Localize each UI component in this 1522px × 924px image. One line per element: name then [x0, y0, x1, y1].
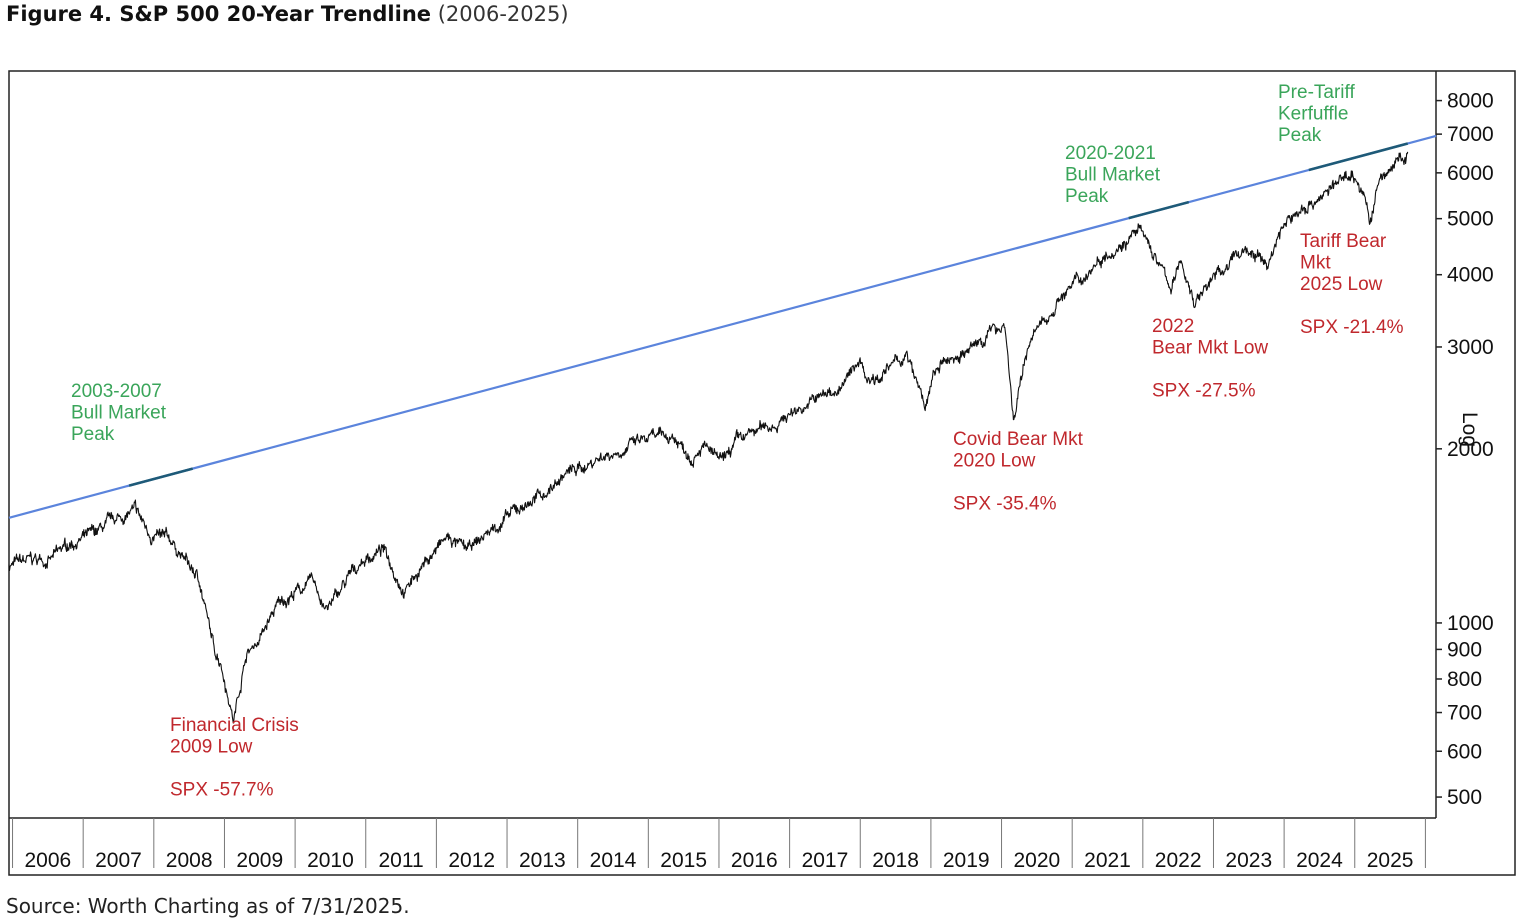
sp500-price-line — [8, 151, 1409, 724]
annotation-line — [1300, 296, 1305, 317]
bull-peak-annotation: Pre-Tariff Kerfuffle Peak — [1278, 82, 1355, 146]
annotation-line: SPX -21.4% — [1300, 317, 1404, 338]
y-tick-label: 6000 — [1447, 162, 1494, 185]
chart-frame — [8, 70, 1516, 876]
bear-low-annotation: Covid Bear Mkt 2020 Low SPX -35.4% — [953, 429, 1084, 515]
log-scale-watermark: Log — [1458, 412, 1481, 447]
x-year-label: 2010 — [307, 849, 354, 872]
bear-low-annotation: 2022 Bear Mkt Low SPX -27.5% — [1152, 316, 1268, 402]
x-year-label: 2012 — [448, 849, 495, 872]
price-layer — [8, 151, 1409, 724]
y-tick-label: 600 — [1447, 740, 1482, 763]
annotation-line: Covid Bear Mkt — [953, 429, 1084, 450]
annotation-line: SPX -27.5% — [1152, 381, 1256, 402]
y-tick-label: 1000 — [1447, 612, 1494, 635]
annotation-line: Financial Crisis — [170, 715, 299, 736]
x-year-label: 2019 — [943, 849, 990, 872]
x-year-label: 2015 — [660, 849, 707, 872]
y-tick-label: 2000 — [1447, 438, 1494, 461]
x-year-label: 2025 — [1367, 849, 1414, 872]
annotation-line: Kerfuffle — [1278, 104, 1348, 125]
trendline-touch — [1308, 142, 1409, 172]
x-year-label: 2023 — [1225, 849, 1272, 872]
y-tick-label: 8000 — [1447, 90, 1494, 113]
figure-title-bold: Figure 4. S&P 500 20-Year Trendline — [6, 2, 432, 26]
bear-low-annotation: Tariff Bear Mkt 2025 Low SPX -21.4% — [1300, 231, 1404, 338]
trendline — [8, 134, 1437, 519]
y-axis: 500 600 700 800 900 1000 2000 3000 4000 5000 6000 7… — [1435, 71, 1494, 818]
annotation-line — [170, 758, 175, 779]
annotation-line: 2020 Low — [953, 451, 1036, 472]
y-tick-label: 700 — [1447, 702, 1482, 725]
annotation-line: Bull Market — [1065, 165, 1161, 186]
source-note: Source: Worth Charting as of 7/31/2025. — [6, 894, 410, 918]
trendline-layer — [8, 134, 1437, 519]
annotation-line: 2003-2007 — [71, 381, 162, 402]
bull-peak-annotation: 2020-2021 Bull Market Peak — [1065, 143, 1161, 207]
annotation-line: Pre-Tariff — [1278, 82, 1355, 103]
y-tick-label: 800 — [1447, 668, 1482, 691]
x-year-label: 2014 — [590, 849, 637, 872]
annotation-line: 2022 — [1152, 316, 1194, 337]
trendline-touch — [128, 467, 194, 487]
x-year-label: 2006 — [24, 849, 71, 872]
x-year-label: 2013 — [519, 849, 566, 872]
x-year-label: 2021 — [1084, 849, 1131, 872]
annotation-line: SPX -35.4% — [953, 494, 1057, 515]
x-year-label: 2018 — [872, 849, 919, 872]
figure-title: Figure 4. S&P 500 20-Year Trendline (200… — [6, 2, 569, 26]
y-tick-label: 900 — [1447, 638, 1482, 661]
x-axis: 2006 2007 2008 2009 2010 2011 2012 2013 2014 2015… — [9, 817, 1436, 872]
x-year-label: 2017 — [802, 849, 849, 872]
annotation-line — [1152, 359, 1157, 380]
annotation-line: Peak — [1278, 125, 1322, 146]
y-tick-label: 500 — [1447, 786, 1482, 809]
x-year-label: 2016 — [731, 849, 778, 872]
x-year-label: 2024 — [1296, 849, 1343, 872]
trendline-touch — [1128, 200, 1190, 220]
annotation-line: Mkt — [1300, 253, 1331, 274]
x-year-label: 2022 — [1155, 849, 1202, 872]
x-year-label: 2007 — [95, 849, 142, 872]
annotation-line: Bull Market — [71, 403, 167, 424]
annotation-line — [953, 472, 958, 493]
bear-low-annotation: Financial Crisis 2009 Low SPX -57.7% — [170, 715, 299, 801]
annotation-line: Bear Mkt Low — [1152, 338, 1268, 359]
y-tick-label: 5000 — [1447, 208, 1494, 231]
x-year-label: 2011 — [378, 849, 423, 872]
y-tick-label: 4000 — [1447, 264, 1494, 287]
annotation-line: Peak — [1065, 186, 1109, 207]
annotation-line: 2025 Low — [1300, 274, 1383, 295]
x-year-label: 2008 — [166, 849, 213, 872]
annotation-line: Peak — [71, 424, 115, 445]
annotation-line: 2020-2021 — [1065, 143, 1156, 164]
annotation-line: Tariff Bear — [1300, 231, 1387, 252]
annotation-line: SPX -57.7% — [170, 780, 274, 801]
x-year-label: 2020 — [1014, 849, 1061, 872]
y-tick-label: 3000 — [1447, 336, 1494, 359]
bull-peak-annotation: 2003-2007 Bull Market Peak — [71, 381, 167, 445]
figure-title-range: (2006-2025) — [437, 2, 569, 26]
y-tick-label: 7000 — [1447, 123, 1494, 146]
x-year-label: 2009 — [236, 849, 283, 872]
annotation-line: 2009 Low — [170, 737, 253, 758]
